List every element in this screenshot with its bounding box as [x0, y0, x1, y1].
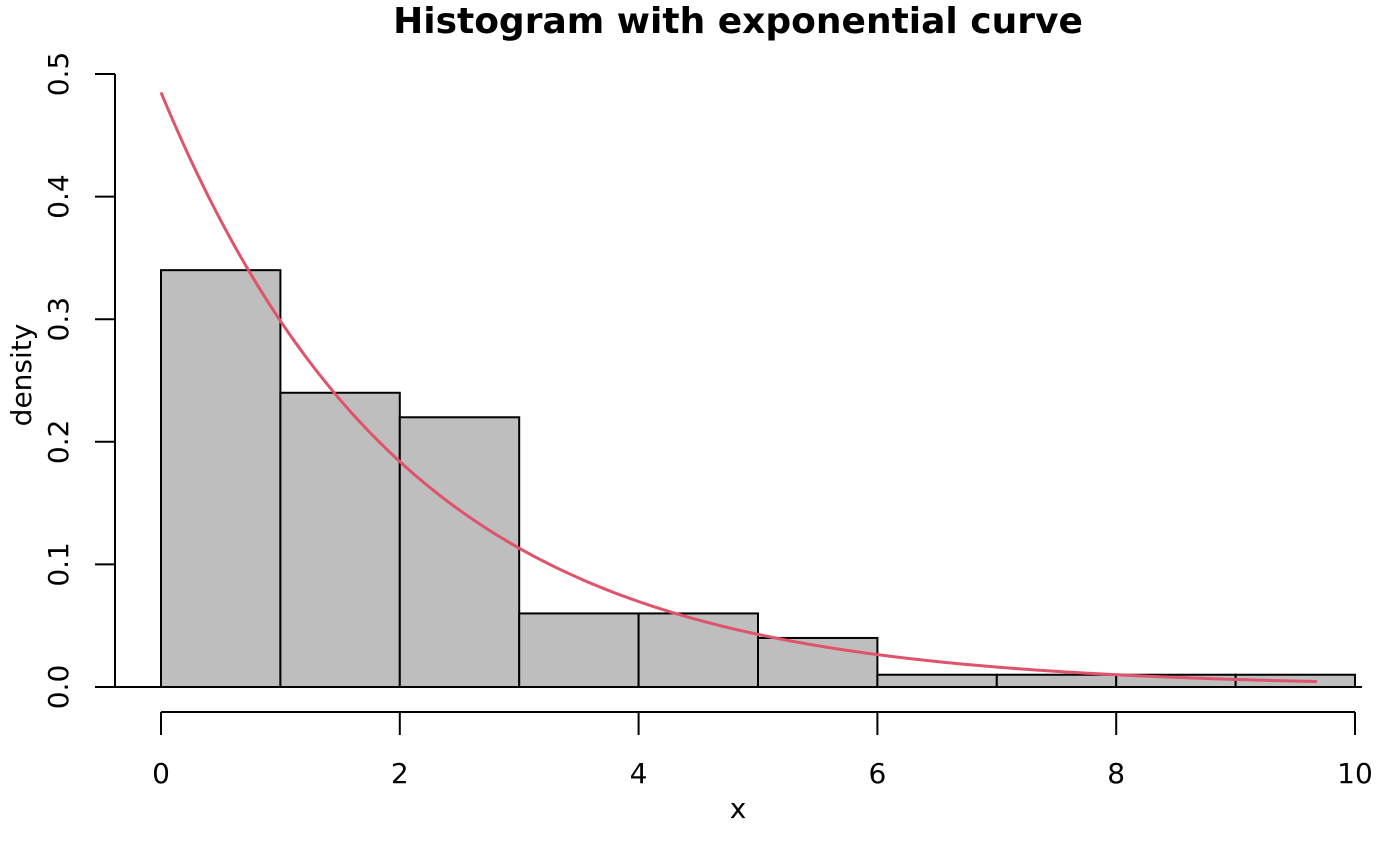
- x-axis-label: x: [730, 792, 747, 825]
- histogram-bar: [398, 416, 521, 688]
- x-tick-label: 8: [1107, 757, 1125, 790]
- y-tick-label: 0.4: [42, 174, 75, 219]
- exponential-curve: [159, 91, 1317, 684]
- x-tick-label: 0: [152, 757, 170, 790]
- y-tick-label: 0.3: [42, 297, 75, 342]
- histogram-bar: [279, 391, 401, 688]
- histogram-bar: [876, 673, 998, 688]
- x-tick-label: 4: [630, 757, 648, 790]
- y-axis-label: density: [5, 324, 38, 427]
- histogram-bar: [995, 673, 1118, 688]
- chart-title: Histogram with exponential curve: [393, 1, 1083, 42]
- x-tick-label: 2: [391, 757, 409, 790]
- x-axis: 0 2 4 6 8 10: [152, 711, 1373, 790]
- x-tick-label: 10: [1337, 757, 1373, 790]
- histogram-bars: [95, 269, 1362, 689]
- histogram-bar: [160, 269, 282, 688]
- y-tick-label: 0.1: [42, 542, 75, 587]
- y-axis: 0.0 0.1 0.2 0.3 0.4 0.5: [42, 52, 116, 710]
- y-tick-label: 0.5: [42, 52, 75, 97]
- histogram-bar: [637, 612, 759, 688]
- x-tick-label: 6: [868, 757, 886, 790]
- histogram-bar: [518, 612, 640, 688]
- y-tick-label: 0.0: [42, 665, 75, 710]
- y-tick-label: 0.2: [42, 420, 75, 465]
